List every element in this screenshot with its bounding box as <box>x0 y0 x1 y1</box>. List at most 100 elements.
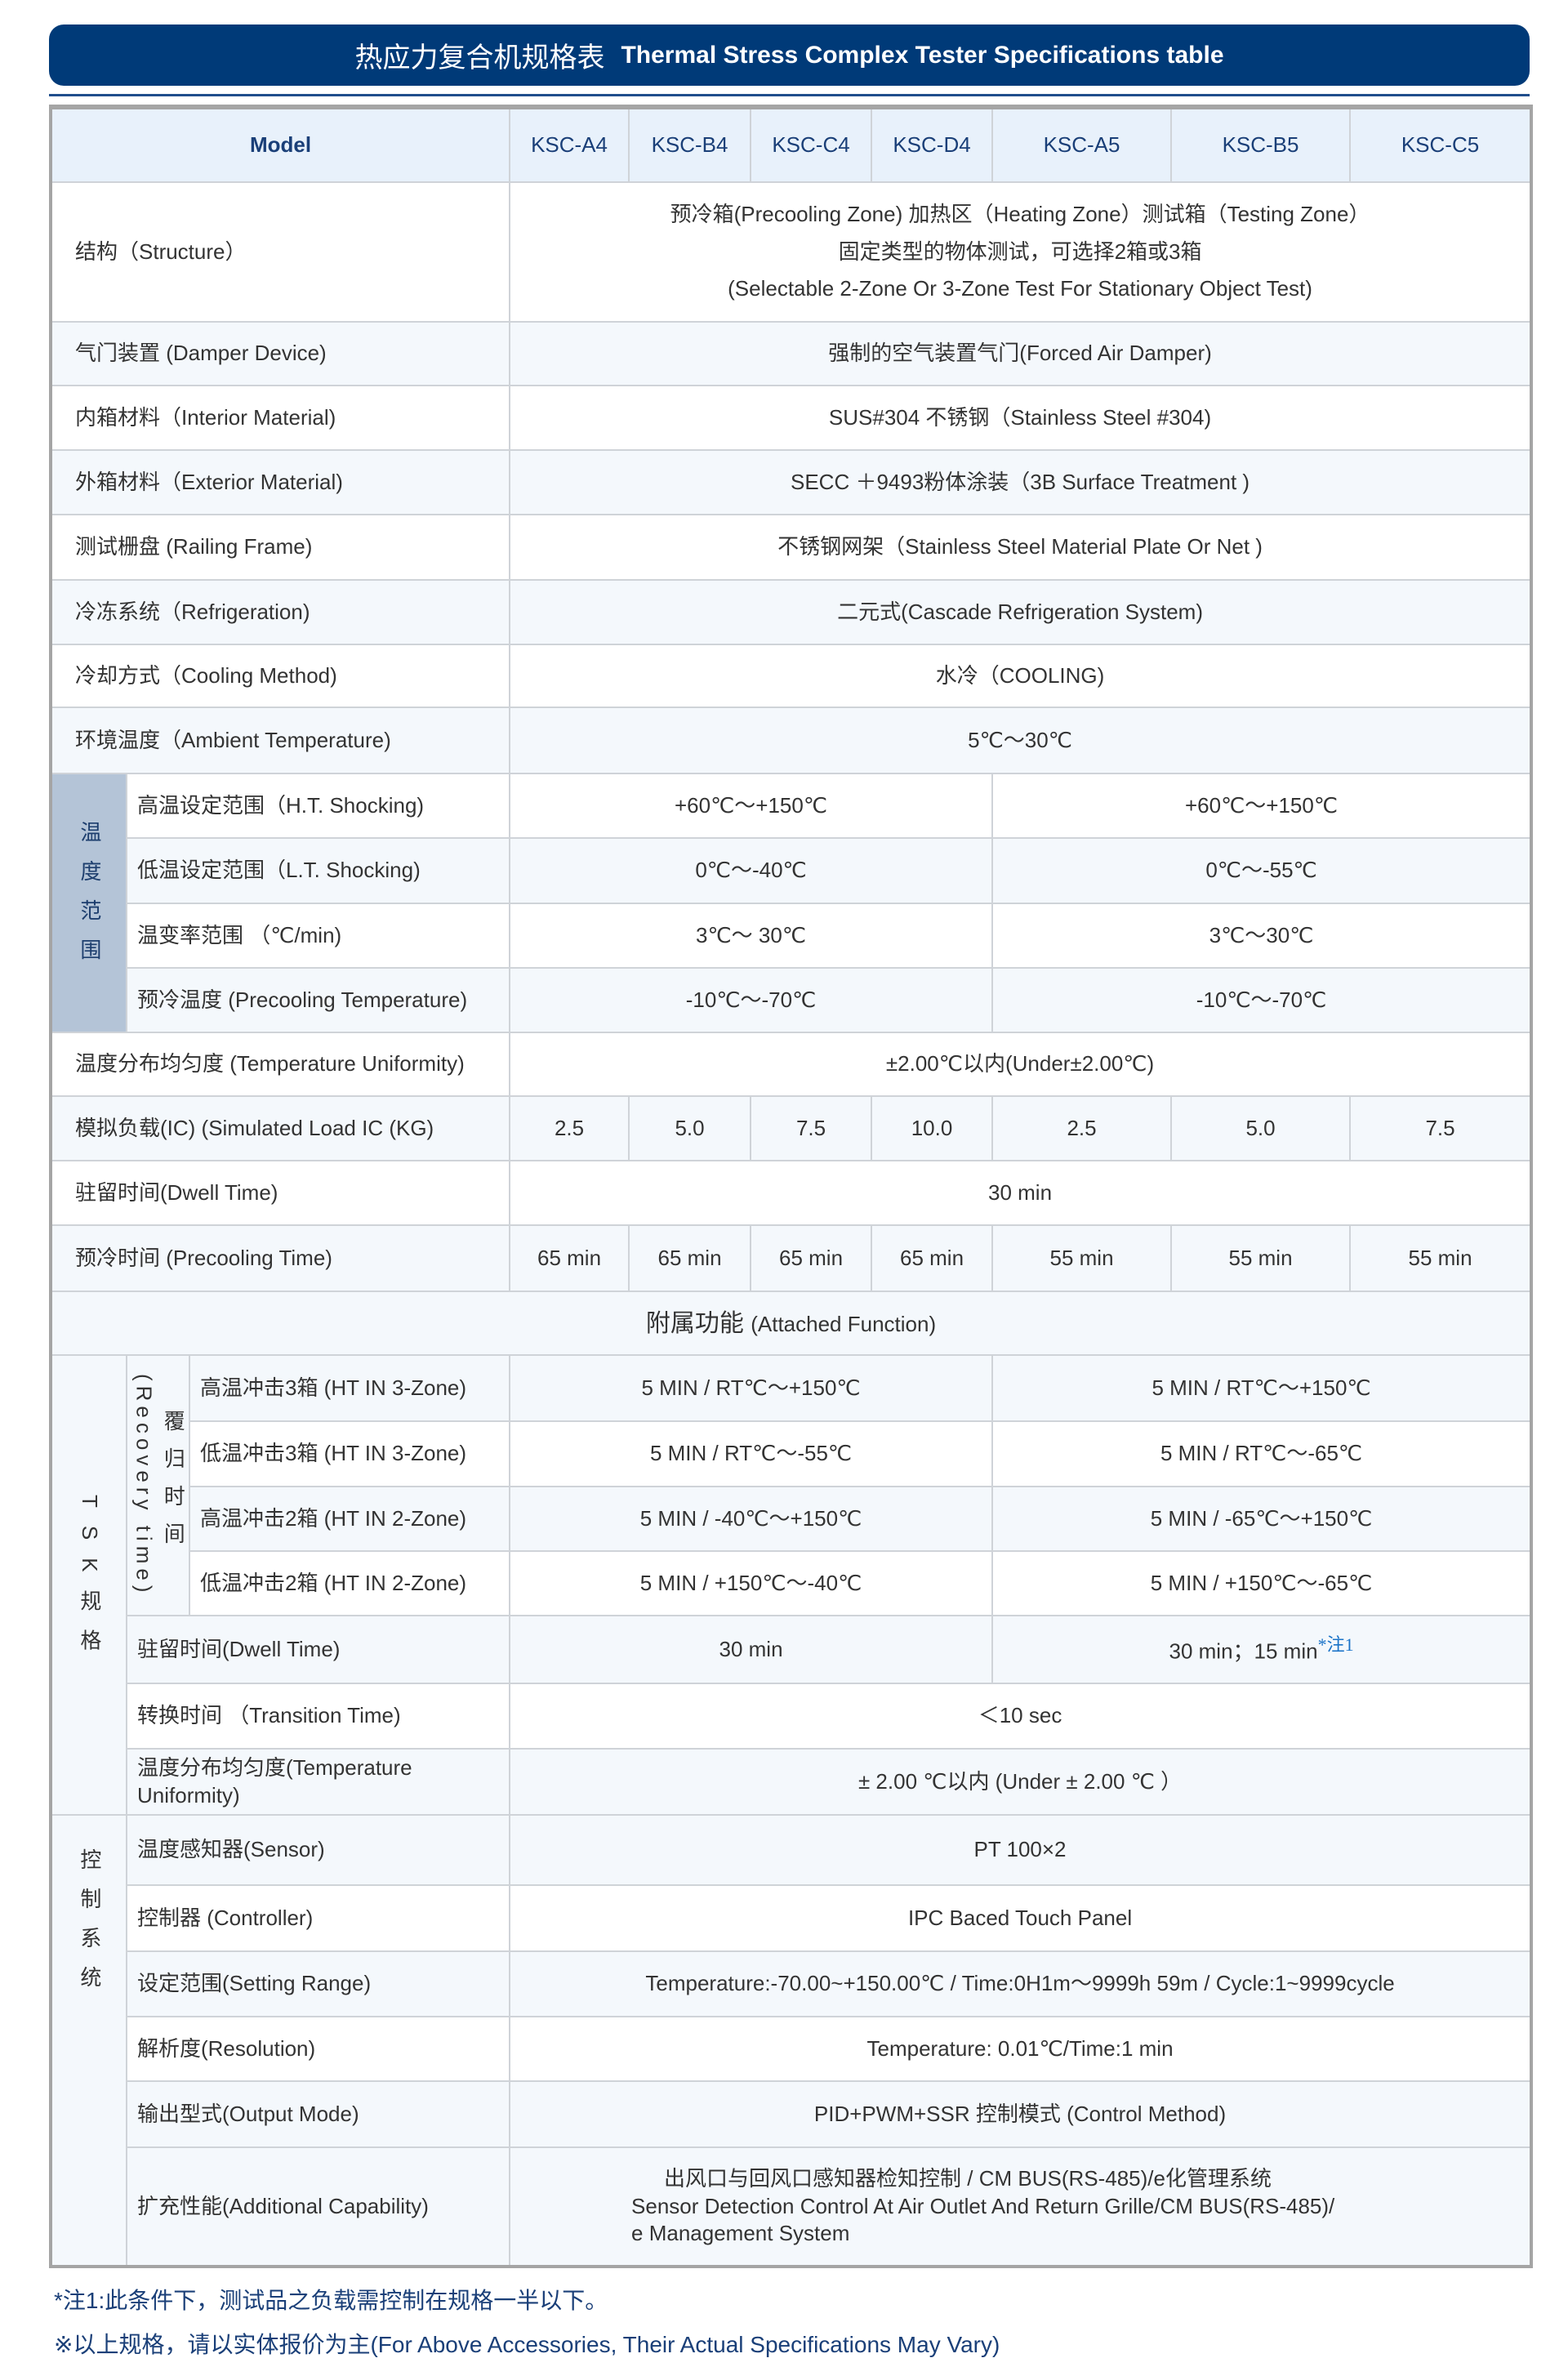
precool-b4: 65 min <box>628 1224 752 1292</box>
tsk-lt2-label: 低温冲击2箱 (HT IN 2-Zone) <box>188 1550 511 1616</box>
refrigeration-value: 二元式(Cascade Refrigeration System) <box>509 579 1533 645</box>
row-refrigeration: 冷冻系统（Refrigeration) 二元式(Cascade Refriger… <box>49 579 1533 645</box>
rate-4: 3℃～ 30℃ <box>509 903 994 969</box>
tsk-dwell-label: 驻留时间(Dwell Time) <box>125 1615 511 1684</box>
railing-value: 不锈钢网架（Stainless Steel Material Plate Or … <box>509 514 1533 581</box>
model-header-row: Model KSC-A4 KSC-B4 KSC-C4 KSC-D4 KSC-A5… <box>49 106 1533 183</box>
row-structure: 结构（Structure） 预冷箱(Precooling Zone) 加热区（H… <box>49 181 1533 323</box>
tsk-group: TSK规格 <box>50 1354 127 1816</box>
tsk-ht3-4: 5 MIN / RT℃～+150℃ <box>509 1354 994 1422</box>
load-b4: 5.0 <box>628 1095 752 1161</box>
row-tsk-ht2: 高温冲击2箱 (HT IN 2-Zone) 5 MIN / -40℃～+150℃… <box>51 1486 1533 1552</box>
row-dwell: 驻留时间(Dwell Time) 30 min <box>49 1160 1533 1226</box>
footnote-1: *注1:此条件下，测试品之负载需控制在规格一半以下。 <box>54 2288 608 2313</box>
row-tsk-lt3: 低温冲击3箱 (HT IN 3-Zone) 5 MIN / RT℃～-55℃ 5… <box>51 1420 1533 1487</box>
tsk-group-label: TSK规格 <box>77 1494 102 1669</box>
controller-value: IPC Baced Touch Panel <box>509 1884 1533 1952</box>
precool-temp-label: 预冷温度 (Precooling Temperature) <box>125 967 511 1033</box>
uniformity-value: ±2.00℃以内(Under±2.00℃) <box>509 1032 1533 1097</box>
structure-line-2: 固定类型的物体测试，可选择2箱或3箱 <box>838 238 1202 264</box>
uniformity-label: 温度分布均匀度 (Temperature Uniformity) <box>49 1032 511 1097</box>
lt-shocking-5: 0℃～-55℃ <box>991 837 1533 904</box>
exterior-value: SECC ＋9493粉体涂装（3B Surface Treatment ) <box>509 449 1533 515</box>
precool-temp-4: -10℃～-70℃ <box>509 967 994 1033</box>
cooling-value: 水冷（COOLING) <box>509 644 1533 708</box>
control-group: 控制系统 <box>50 1814 127 2267</box>
load-a4: 2.5 <box>509 1095 630 1161</box>
load-b5: 5.0 <box>1170 1095 1352 1161</box>
temp-range-group-label: 温度范围 <box>77 821 102 978</box>
temp-range-group: 温度范围 <box>50 773 127 1033</box>
row-sensor: 控制系统 温度感知器(Sensor) PT 100×2 <box>50 1814 1533 2267</box>
additional-line-1: 出风口与回风口感知器检知控制 / CM BUS(RS-485)/e化管理系统 <box>664 2165 1272 2191</box>
tsk-ht2-4: 5 MIN / -40℃～+150℃ <box>509 1486 994 1552</box>
attached-zh: 附属功能 <box>645 1309 744 1337</box>
precool-b5: 55 min <box>1170 1224 1352 1292</box>
setting-range-label: 设定范围(Setting Range) <box>125 1950 511 2017</box>
dwell-value: 30 min <box>509 1160 1533 1226</box>
structure-value: 预冷箱(Precooling Zone) 加热区（Heating Zone）测试… <box>509 181 1533 323</box>
row-setting-range: 设定范围(Setting Range) Temperature:-70.00~+… <box>51 1950 1533 2017</box>
interior-label: 内箱材料（Interior Material) <box>49 385 511 451</box>
row-railing: 测试栅盘 (Railing Frame) 不锈钢网架（Stainless Ste… <box>49 514 1533 581</box>
row-cooling: 冷却方式（Cooling Method) 水冷（COOLING) <box>49 644 1533 708</box>
row-tsk-lt2: 低温冲击2箱 (HT IN 2-Zone) 5 MIN / +150℃～-40℃… <box>51 1550 1533 1616</box>
model-ksc-b5: KSC-B5 <box>1170 106 1352 183</box>
lt-shocking-4: 0℃～-40℃ <box>509 837 994 904</box>
tsk-lt2-5: 5 MIN / +150℃～-65℃ <box>991 1550 1533 1616</box>
precool-c5: 55 min <box>1349 1224 1533 1292</box>
ht-shocking-5: +60℃～+150℃ <box>991 773 1533 839</box>
railing-label: 测试栅盘 (Railing Frame) <box>49 514 511 581</box>
precool-temp-5: -10℃～-70℃ <box>991 967 1533 1033</box>
row-interior: 内箱材料（Interior Material) SUS#304 不锈钢（Stai… <box>49 385 1533 451</box>
output-mode-value: PID+PWM+SSR 控制模式 (Control Method) <box>509 2080 1533 2148</box>
precool-time-label: 预冷时间 (Precooling Time) <box>49 1224 511 1292</box>
sensor-label: 温度感知器(Sensor) <box>125 1814 511 1886</box>
resolution-value: Temperature: 0.01℃/Time:1 min <box>509 2016 1533 2082</box>
precool-a4: 65 min <box>509 1224 630 1292</box>
precool-a5: 55 min <box>991 1224 1173 1292</box>
interior-value: SUS#304 不锈钢（Stainless Steel #304) <box>509 385 1533 451</box>
load-c5: 7.5 <box>1349 1095 1533 1161</box>
tsk-lt3-4: 5 MIN / RT℃～-55℃ <box>509 1420 994 1487</box>
recovery-en: (Recovery time) <box>131 1373 157 1598</box>
exterior-label: 外箱材料（Exterior Material) <box>49 449 511 515</box>
setting-range-value: Temperature:-70.00~+150.00℃ / Time:0H1m～… <box>509 1950 1533 2017</box>
dwell-label: 驻留时间(Dwell Time) <box>49 1160 511 1226</box>
controller-label: 控制器 (Controller) <box>125 1884 511 1952</box>
tsk-lt3-5: 5 MIN / RT℃～-65℃ <box>991 1420 1533 1487</box>
ht-shocking-label: 高温设定范围（H.T. Shocking) <box>125 773 511 839</box>
additional-value: 出风口与回风口感知器检知控制 / CM BUS(RS-485)/e化管理系统 S… <box>509 2146 1533 2267</box>
title-zh: 热应力复合机规格表 <box>354 42 605 74</box>
structure-line-1: 预冷箱(Precooling Zone) 加热区（Heating Zone）测试… <box>670 201 1370 226</box>
model-ksc-d4: KSC-D4 <box>871 106 994 183</box>
ambient-value: 5℃～30℃ <box>509 707 1533 774</box>
additional-line-3: e Management System <box>631 2221 850 2246</box>
row-output-mode: 输出型式(Output Mode) PID+PWM+SSR 控制模式 (Cont… <box>51 2080 1533 2148</box>
rate-5: 3℃～30℃ <box>991 903 1533 969</box>
model-ksc-a4: KSC-A4 <box>509 106 630 183</box>
row-precool-temp: 预冷温度 (Precooling Temperature) -10℃～-70℃ … <box>51 967 1533 1033</box>
output-mode-label: 输出型式(Output Mode) <box>125 2080 511 2148</box>
row-additional: 扩充性能(Additional Capability) 出风口与回风口感知器检知… <box>51 2146 1533 2267</box>
structure-line-3: (Selectable 2-Zone Or 3-Zone Test For St… <box>728 276 1312 301</box>
tsk-lt3-label: 低温冲击3箱 (HT IN 3-Zone) <box>188 1420 511 1487</box>
load-a5: 2.5 <box>991 1095 1173 1161</box>
title-divider <box>49 94 1530 96</box>
precool-d4: 65 min <box>871 1224 994 1292</box>
structure-label: 结构（Structure） <box>49 181 511 323</box>
spec-table: Model KSC-A4 KSC-B4 KSC-C4 KSC-D4 KSC-A5… <box>49 105 1534 2268</box>
row-exterior: 外箱材料（Exterior Material) SECC ＋9493粉体涂装（3… <box>49 449 1533 515</box>
damper-label: 气门装置 (Damper Device) <box>49 321 511 386</box>
precool-c4: 65 min <box>750 1224 873 1292</box>
row-tsk-ht3: TSK规格 (Recovery time) 覆归时间 高温冲击3箱 (HT IN… <box>50 1354 1533 1816</box>
ambient-label: 环境温度（Ambient Temperature) <box>49 707 511 774</box>
row-attached: 附属功能 (Attached Function) <box>49 1291 1533 1356</box>
tsk-ht3-5: 5 MIN / RT℃～+150℃ <box>991 1354 1533 1422</box>
row-tsk-uniformity: 温度分布均匀度(Temperature Uniformity) ± 2.00 ℃… <box>51 1748 1533 1816</box>
tsk-uniformity-label: 温度分布均匀度(Temperature Uniformity) <box>125 1748 511 1816</box>
note-1-marker: *注1 <box>1317 1634 1354 1655</box>
ht-shocking-4: +60℃～+150℃ <box>509 773 994 839</box>
rate-label: 温变率范围 （℃/min) <box>125 903 511 969</box>
row-rate: 温变率范围 （℃/min) 3℃～ 30℃ 3℃～30℃ <box>51 903 1533 969</box>
